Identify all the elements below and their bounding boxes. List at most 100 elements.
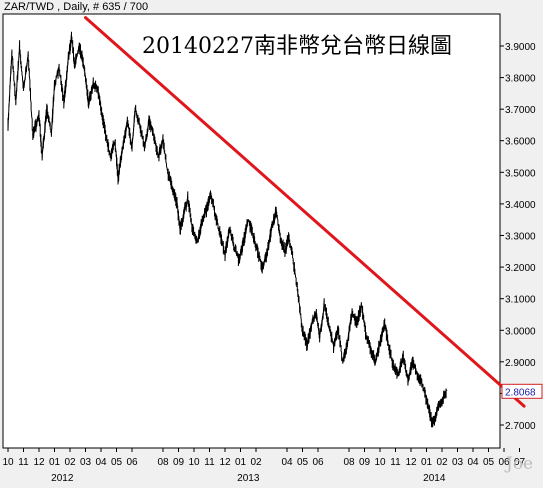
trendline[interactable] [84,16,526,408]
price-point [97,89,99,91]
x-tick-label: 10 [188,457,200,468]
price-point [153,133,155,135]
last-price-layer: 2.8068 [501,383,543,399]
x-tick-label: 10 [2,457,14,468]
price-point [360,304,362,306]
price-point [109,155,111,158]
price-point [270,228,273,230]
x-tick-label: 06 [498,457,510,468]
price-point [421,383,423,385]
price-point [32,133,34,135]
price-point [370,348,372,350]
x-year-label: 2013 [237,473,260,484]
price-point [205,209,207,211]
price-point [402,354,404,357]
price-point [446,389,448,391]
price-point [407,380,409,382]
price-point [22,89,25,91]
price-point [315,313,317,316]
price-point [126,121,128,123]
x-tick-label: 04 [467,457,479,468]
price-point [219,234,221,237]
x-tick-label: 10 [374,457,386,468]
price-point [224,253,226,255]
x-tick-label: 04 [95,457,107,468]
price-point [70,35,73,38]
x-tick-label: 11 [204,457,215,468]
price-series-layer [7,31,448,428]
price-point [15,102,17,104]
price-point [379,342,381,344]
x-tick-label: 08 [157,457,169,468]
price-point [100,108,102,110]
price-point [266,253,268,255]
price-point [148,121,150,123]
price-point [92,83,94,85]
x-tick-label: 12 [219,457,231,468]
price-point [50,133,53,135]
x-tick-label: 06 [126,457,138,468]
price-point [441,399,443,401]
price-point [238,260,240,262]
x-tick-label: 12 [405,457,417,468]
price-point [432,424,434,426]
price-point [117,178,119,180]
price-point [134,108,136,110]
x-tick-label: 08 [343,457,355,468]
x-tick-label: 05 [111,457,123,468]
price-point [306,345,308,347]
y-axis: 3.9000 3.8000 3.7000 3.6000 3.5000 3.4000 3.30… [500,42,536,432]
price-point [63,102,65,104]
price-point [38,114,40,117]
price-point [398,373,400,376]
last-price-box [501,383,543,399]
x-axis: 10 11 12 01 02 03 04 05 06 08 09 10 11 12 01 02 04 05 06 08… [2,448,525,484]
x-tick-label: 01 [49,457,61,468]
price-point [105,133,107,135]
chart-title: 20140227南非幣兌台幣日線圖 [142,34,452,59]
price-point [356,323,358,325]
price-point [131,146,133,148]
price-point [27,54,29,57]
price-point [243,241,245,243]
price-point [292,260,294,262]
x-tick-label: 07 [514,457,526,468]
price-point [84,77,87,79]
price-point [301,329,304,331]
price-point [19,45,21,47]
price-point [210,193,212,195]
price-point [179,228,181,230]
price-point [319,336,321,338]
price-point [11,51,13,53]
y-tick-label: 3.6000 [505,137,536,148]
price-point [328,323,330,325]
price-point [58,67,60,69]
price-point [436,408,438,410]
x-tick-label: 12 [33,457,45,468]
price-point [261,266,263,268]
price-point [53,83,56,85]
y-tick-label: 3.5000 [505,168,536,179]
price-point [81,58,83,60]
price-point [252,234,254,237]
price-point [215,216,217,218]
price-point [162,140,164,142]
price-point [182,216,184,218]
y-tick-label: 2.9000 [505,358,536,369]
price-point [429,411,431,413]
price-point [275,209,277,211]
price-point [114,140,116,142]
x-tick-label: 05 [483,457,495,468]
x-year-label: 2012 [51,473,74,484]
last-price-label: 2.8068 [505,387,536,398]
y-tick-label: 3.8000 [505,74,536,85]
watermark-signature: Joe [506,454,534,474]
price-point [384,323,386,325]
price-point [323,304,325,306]
y-tick-label: 3.2000 [505,263,536,274]
price-point [171,187,173,189]
y-tick-label: 3.7000 [505,105,536,116]
price-point [257,250,259,252]
